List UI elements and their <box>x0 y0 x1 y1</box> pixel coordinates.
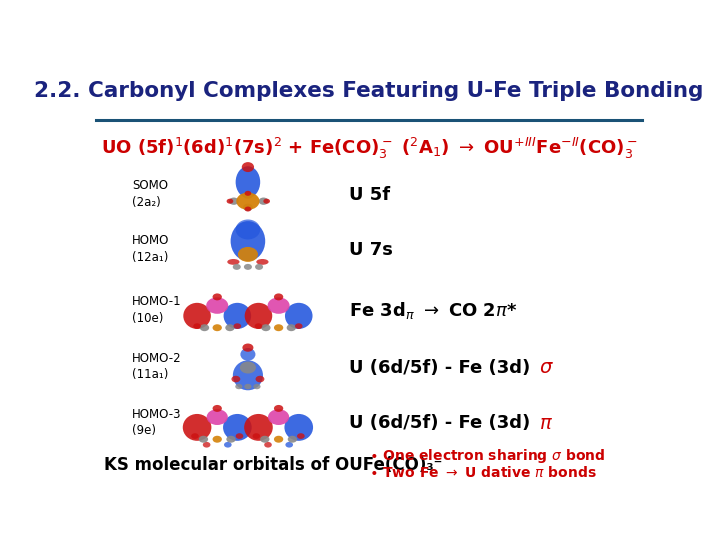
Ellipse shape <box>244 414 273 441</box>
Text: (2a₂): (2a₂) <box>132 195 161 208</box>
Circle shape <box>212 436 222 443</box>
Circle shape <box>193 323 201 329</box>
Circle shape <box>288 436 297 443</box>
Circle shape <box>268 409 289 425</box>
Circle shape <box>224 442 232 448</box>
Circle shape <box>255 264 263 270</box>
Circle shape <box>240 362 256 374</box>
Circle shape <box>207 409 228 425</box>
Text: KS molecular orbitals of OUFe(CO)₃⁻: KS molecular orbitals of OUFe(CO)₃⁻ <box>104 456 442 474</box>
Text: $\bullet$ Two Fe $\rightarrow$ U dative $\pi$ bonds: $\bullet$ Two Fe $\rightarrow$ U dative … <box>369 465 597 480</box>
Circle shape <box>253 384 261 389</box>
Circle shape <box>274 293 283 300</box>
Ellipse shape <box>256 259 269 265</box>
Ellipse shape <box>235 166 260 198</box>
Circle shape <box>233 264 240 270</box>
Circle shape <box>243 204 253 211</box>
Ellipse shape <box>240 348 256 361</box>
Circle shape <box>244 264 252 270</box>
Circle shape <box>253 433 260 439</box>
Text: U (6d/5f) - Fe (3d): U (6d/5f) - Fe (3d) <box>349 359 537 376</box>
Text: HOMO: HOMO <box>132 234 169 247</box>
Circle shape <box>260 436 269 443</box>
Circle shape <box>199 436 208 443</box>
Ellipse shape <box>184 303 211 329</box>
Text: $\bullet$ One electron sharing $\sigma$ bond: $\bullet$ One electron sharing $\sigma$ … <box>369 447 606 464</box>
Circle shape <box>203 442 210 448</box>
Circle shape <box>274 436 283 443</box>
Circle shape <box>243 191 253 199</box>
Circle shape <box>233 323 241 329</box>
Circle shape <box>274 324 283 331</box>
Circle shape <box>268 298 289 314</box>
Text: HOMO-3: HOMO-3 <box>132 408 181 421</box>
Ellipse shape <box>285 303 312 329</box>
Circle shape <box>235 433 243 439</box>
Circle shape <box>261 324 271 331</box>
Ellipse shape <box>230 221 265 261</box>
Text: HOMO-1: HOMO-1 <box>132 295 181 308</box>
Circle shape <box>245 191 251 196</box>
Ellipse shape <box>233 360 263 390</box>
Ellipse shape <box>223 414 252 441</box>
Circle shape <box>212 293 222 300</box>
Circle shape <box>227 199 233 204</box>
Text: (9e): (9e) <box>132 424 156 437</box>
Circle shape <box>285 442 293 448</box>
Circle shape <box>238 247 258 262</box>
Ellipse shape <box>183 414 212 441</box>
Circle shape <box>256 376 264 382</box>
Text: (11a₁): (11a₁) <box>132 368 168 381</box>
Circle shape <box>231 376 240 382</box>
Circle shape <box>258 198 269 205</box>
Circle shape <box>244 384 251 389</box>
Text: U (6d/5f) - Fe (3d): U (6d/5f) - Fe (3d) <box>349 414 537 432</box>
Circle shape <box>264 442 272 448</box>
Ellipse shape <box>235 219 260 239</box>
Circle shape <box>295 323 302 329</box>
Ellipse shape <box>284 414 313 441</box>
Circle shape <box>212 324 222 331</box>
Circle shape <box>200 324 210 331</box>
Ellipse shape <box>242 162 254 172</box>
Circle shape <box>191 433 199 439</box>
Ellipse shape <box>224 303 251 329</box>
Circle shape <box>225 324 235 331</box>
Circle shape <box>245 206 251 212</box>
Text: (12a₁): (12a₁) <box>132 251 168 264</box>
Circle shape <box>264 199 270 204</box>
Ellipse shape <box>243 343 253 352</box>
Circle shape <box>255 323 262 329</box>
Text: $\sigma$: $\sigma$ <box>539 358 554 377</box>
Circle shape <box>236 193 259 210</box>
Text: 2.2. Carbonyl Complexes Featuring U-Fe Triple Bonding: 2.2. Carbonyl Complexes Featuring U-Fe T… <box>35 82 703 102</box>
Circle shape <box>287 324 296 331</box>
Text: $\pi$: $\pi$ <box>539 414 553 433</box>
Text: SOMO: SOMO <box>132 179 168 192</box>
Circle shape <box>297 433 305 439</box>
Circle shape <box>226 436 235 443</box>
Text: U 5f: U 5f <box>349 186 390 204</box>
Text: U 7s: U 7s <box>349 241 393 259</box>
Circle shape <box>206 298 228 314</box>
Text: UO (5f)$^1$(6d)$^1$(7s)$^2$ + Fe(CO)$_3^-$ ($^2$A$_1$) $\rightarrow$ OU$^{+III}$: UO (5f)$^1$(6d)$^1$(7s)$^2$ + Fe(CO)$_3^… <box>101 136 637 161</box>
Circle shape <box>212 405 222 412</box>
Ellipse shape <box>228 259 240 265</box>
Circle shape <box>235 384 243 389</box>
Text: (10e): (10e) <box>132 312 163 325</box>
Text: HOMO-2: HOMO-2 <box>132 352 181 365</box>
Text: Fe 3d$_\pi$ $\rightarrow$ CO 2$\pi$*: Fe 3d$_\pi$ $\rightarrow$ CO 2$\pi$* <box>349 300 518 321</box>
Circle shape <box>229 198 239 205</box>
Ellipse shape <box>245 303 272 329</box>
Circle shape <box>274 405 283 412</box>
